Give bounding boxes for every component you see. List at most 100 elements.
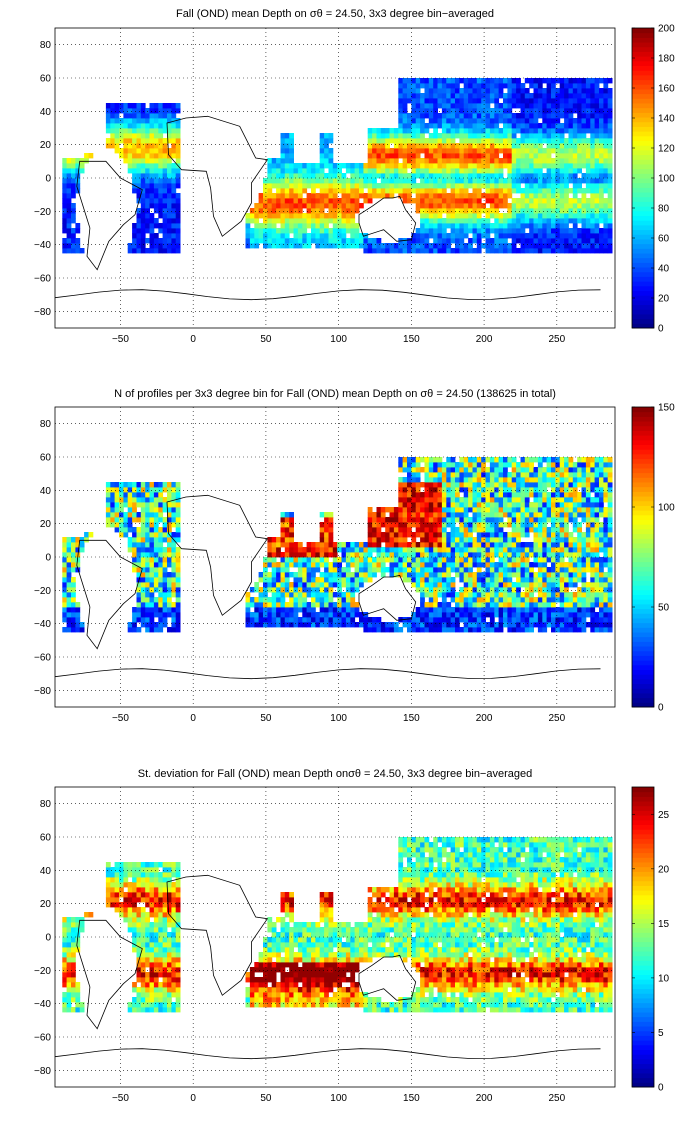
- heatmap-cell: [119, 103, 124, 109]
- heatmap-cell: [437, 552, 443, 558]
- heatmap-cell: [524, 542, 530, 548]
- heatmap-cell: [289, 547, 294, 553]
- heatmap-cell: [468, 547, 473, 553]
- heatmap-cell: [511, 133, 517, 139]
- heatmap-cell: [507, 163, 513, 169]
- heatmap-cell: [293, 178, 299, 184]
- heatmap-cell: [446, 602, 452, 608]
- heatmap-cell: [284, 183, 290, 189]
- heatmap-cell: [75, 537, 81, 543]
- heatmap-cell: [263, 238, 268, 244]
- heatmap-cell: [428, 597, 434, 603]
- heatmap-cell: [420, 98, 425, 104]
- heatmap-cell: [537, 113, 543, 119]
- heatmap-cell: [603, 557, 609, 563]
- heatmap-cell: [529, 512, 534, 518]
- heatmap-cell: [263, 567, 268, 573]
- heatmap-cell: [153, 203, 159, 209]
- heatmap-cell: [337, 557, 342, 563]
- heatmap-cell: [455, 532, 460, 538]
- heatmap-cell: [398, 502, 404, 508]
- heatmap-cell: [280, 552, 286, 558]
- heatmap-cell: [271, 612, 277, 618]
- heatmap-cell: [319, 582, 325, 588]
- heatmap-cell: [167, 572, 172, 578]
- heatmap-cell: [415, 118, 421, 124]
- heatmap-cell: [324, 163, 329, 169]
- heatmap-cell: [175, 168, 181, 174]
- heatmap-cell: [145, 577, 150, 583]
- heatmap-cell: [254, 617, 260, 623]
- heatmap-cell: [437, 178, 443, 184]
- heatmap-cell: [420, 577, 425, 583]
- heatmap-cell: [433, 507, 438, 513]
- heatmap-cell: [149, 158, 155, 164]
- heatmap-cell: [446, 183, 452, 189]
- heatmap-cell: [533, 228, 539, 234]
- heatmap-cell: [354, 178, 360, 184]
- heatmap-cell: [555, 228, 561, 234]
- heatmap-cell: [455, 218, 460, 224]
- heatmap-cell: [581, 158, 587, 164]
- heatmap-cell: [66, 547, 72, 553]
- heatmap-cell: [542, 228, 548, 234]
- heatmap-cell: [153, 113, 159, 119]
- heatmap-cell: [594, 562, 600, 568]
- heatmap-cell: [328, 243, 334, 249]
- heatmap-cell: [446, 208, 452, 214]
- heatmap-cell: [489, 188, 495, 194]
- heatmap-cell: [171, 178, 177, 184]
- heatmap-cell: [149, 233, 155, 239]
- heatmap-cell: [105, 522, 111, 528]
- heatmap-cell: [88, 532, 94, 538]
- heatmap-cell: [411, 233, 417, 239]
- heatmap-cell: [446, 83, 452, 89]
- colorbar-segment: [632, 107, 654, 113]
- heatmap-cell: [62, 248, 68, 254]
- heatmap-cell: [537, 537, 543, 543]
- heatmap-cell: [459, 173, 465, 179]
- heatmap-cell: [472, 218, 478, 224]
- heatmap-cell: [485, 562, 491, 568]
- heatmap-cell: [145, 183, 150, 189]
- heatmap-cell: [551, 537, 556, 543]
- heatmap-cell: [463, 567, 469, 573]
- heatmap-cell: [127, 547, 133, 553]
- heatmap-cell: [577, 203, 582, 209]
- heatmap-cell: [489, 542, 495, 548]
- heatmap-cell: [75, 243, 81, 249]
- heatmap-cell: [433, 178, 438, 184]
- heatmap-cell: [455, 143, 460, 149]
- heatmap-cell: [450, 238, 456, 244]
- heatmap-cell: [420, 512, 425, 518]
- heatmap-cell: [489, 537, 495, 543]
- heatmap-cell: [455, 163, 460, 169]
- heatmap-cell: [140, 562, 146, 568]
- heatmap-cell: [127, 497, 133, 503]
- heatmap-cell: [590, 532, 596, 538]
- heatmap-cell: [372, 168, 377, 174]
- heatmap-cell: [149, 622, 155, 628]
- heatmap-cell: [267, 203, 273, 209]
- heatmap-cell: [411, 542, 417, 548]
- heatmap-cell: [498, 118, 504, 124]
- heatmap-cell: [350, 188, 356, 194]
- heatmap-cell: [424, 168, 430, 174]
- heatmap-cell: [62, 567, 68, 573]
- heatmap-cell: [66, 592, 72, 598]
- heatmap-cell: [372, 173, 377, 179]
- heatmap-cell: [572, 158, 578, 164]
- heatmap-cell: [564, 158, 569, 164]
- heatmap-cell: [354, 567, 360, 573]
- colorbar-segment: [632, 28, 654, 34]
- heatmap-cell: [476, 168, 482, 174]
- heatmap-cell: [441, 552, 447, 558]
- heatmap-cell: [537, 602, 543, 608]
- heatmap-cell: [485, 108, 491, 114]
- heatmap-cell: [424, 552, 430, 558]
- colorbar-segment: [632, 285, 654, 291]
- heatmap-cell: [140, 557, 146, 563]
- heatmap-cell: [489, 552, 495, 558]
- heatmap-cell: [105, 143, 111, 149]
- heatmap-cell: [372, 243, 377, 249]
